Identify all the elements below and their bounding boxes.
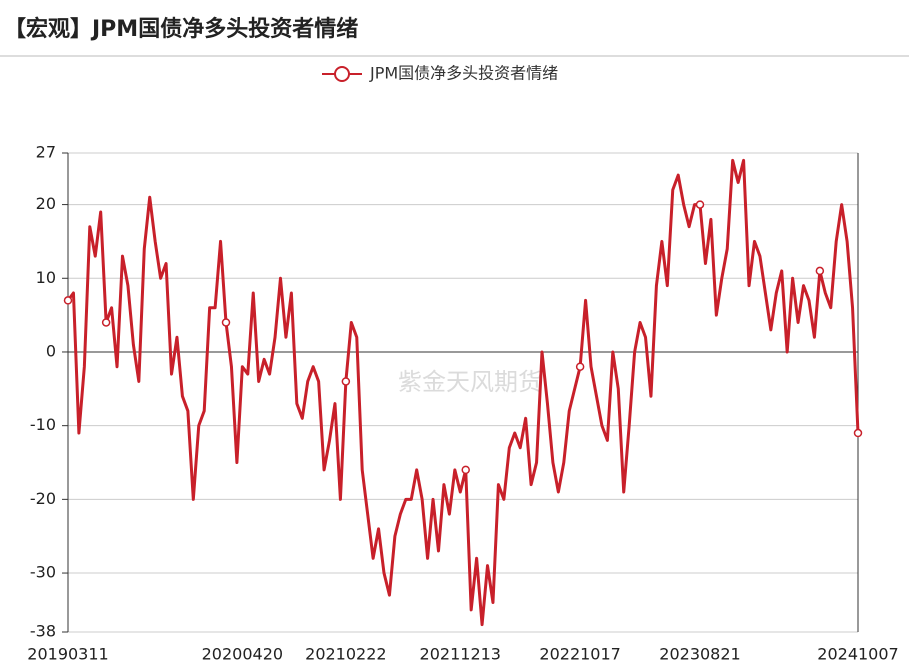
x-tick-label: 20210222 bbox=[305, 645, 386, 664]
y-tick-label: -38 bbox=[30, 622, 56, 641]
watermark: 紫金天风期货 bbox=[398, 368, 542, 396]
point-marker bbox=[695, 200, 705, 209]
y-tick-label: -10 bbox=[30, 415, 56, 434]
point-marker bbox=[221, 318, 231, 327]
point-marker bbox=[63, 296, 73, 305]
point-marker bbox=[101, 318, 111, 327]
legend-marker bbox=[334, 66, 350, 82]
x-tick-label: 20211213 bbox=[420, 645, 501, 664]
point-marker bbox=[853, 428, 863, 438]
point-marker bbox=[575, 362, 585, 371]
x-tick-label: 20241007 bbox=[817, 645, 898, 664]
legend-label: JPM国债净多头投资者情绪 bbox=[369, 64, 558, 83]
line-series bbox=[66, 158, 860, 627]
y-tick-label: 10 bbox=[36, 268, 56, 287]
y-tick-label: 0 bbox=[46, 341, 56, 360]
point-marker bbox=[341, 377, 351, 386]
y-tick-label: -20 bbox=[30, 489, 56, 508]
y-tick-label: 27 bbox=[36, 143, 56, 162]
point-marker bbox=[815, 266, 825, 276]
x-tick-label: 20190311 bbox=[27, 645, 108, 664]
x-tick-label: 20221017 bbox=[539, 645, 620, 664]
chart-title: 【宏观】JPM国债净多头投资者情绪 bbox=[4, 16, 358, 42]
x-tick-label: 20230821 bbox=[659, 645, 740, 664]
y-tick-label: 20 bbox=[36, 194, 56, 213]
y-tick-label: -30 bbox=[30, 563, 56, 582]
point-marker bbox=[461, 465, 470, 475]
x-tick-label: 20200420 bbox=[202, 645, 283, 664]
